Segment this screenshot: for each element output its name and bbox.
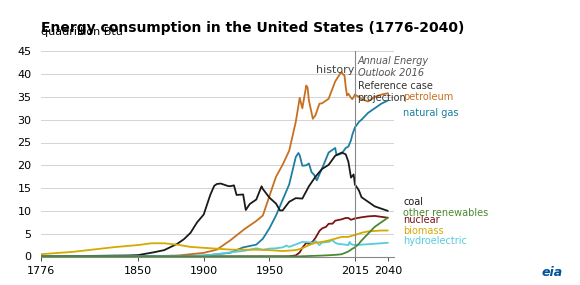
Text: Energy consumption in the United States (1776-2040): Energy consumption in the United States …: [41, 21, 464, 35]
Text: Reference case
projection: Reference case projection: [358, 81, 433, 103]
Text: quadrillion Btu: quadrillion Btu: [41, 27, 122, 37]
Text: hydroelectric: hydroelectric: [403, 235, 467, 246]
Text: natural gas: natural gas: [403, 108, 459, 118]
Text: biomass: biomass: [403, 226, 444, 237]
Text: Annual Energy
Outlook 2016: Annual Energy Outlook 2016: [358, 56, 429, 78]
Text: nuclear: nuclear: [403, 215, 440, 225]
Text: coal: coal: [403, 197, 423, 207]
Text: petroleum: petroleum: [403, 92, 454, 102]
Text: other renewables: other renewables: [403, 208, 488, 218]
Text: eia: eia: [542, 266, 563, 279]
Text: history: history: [316, 65, 354, 75]
